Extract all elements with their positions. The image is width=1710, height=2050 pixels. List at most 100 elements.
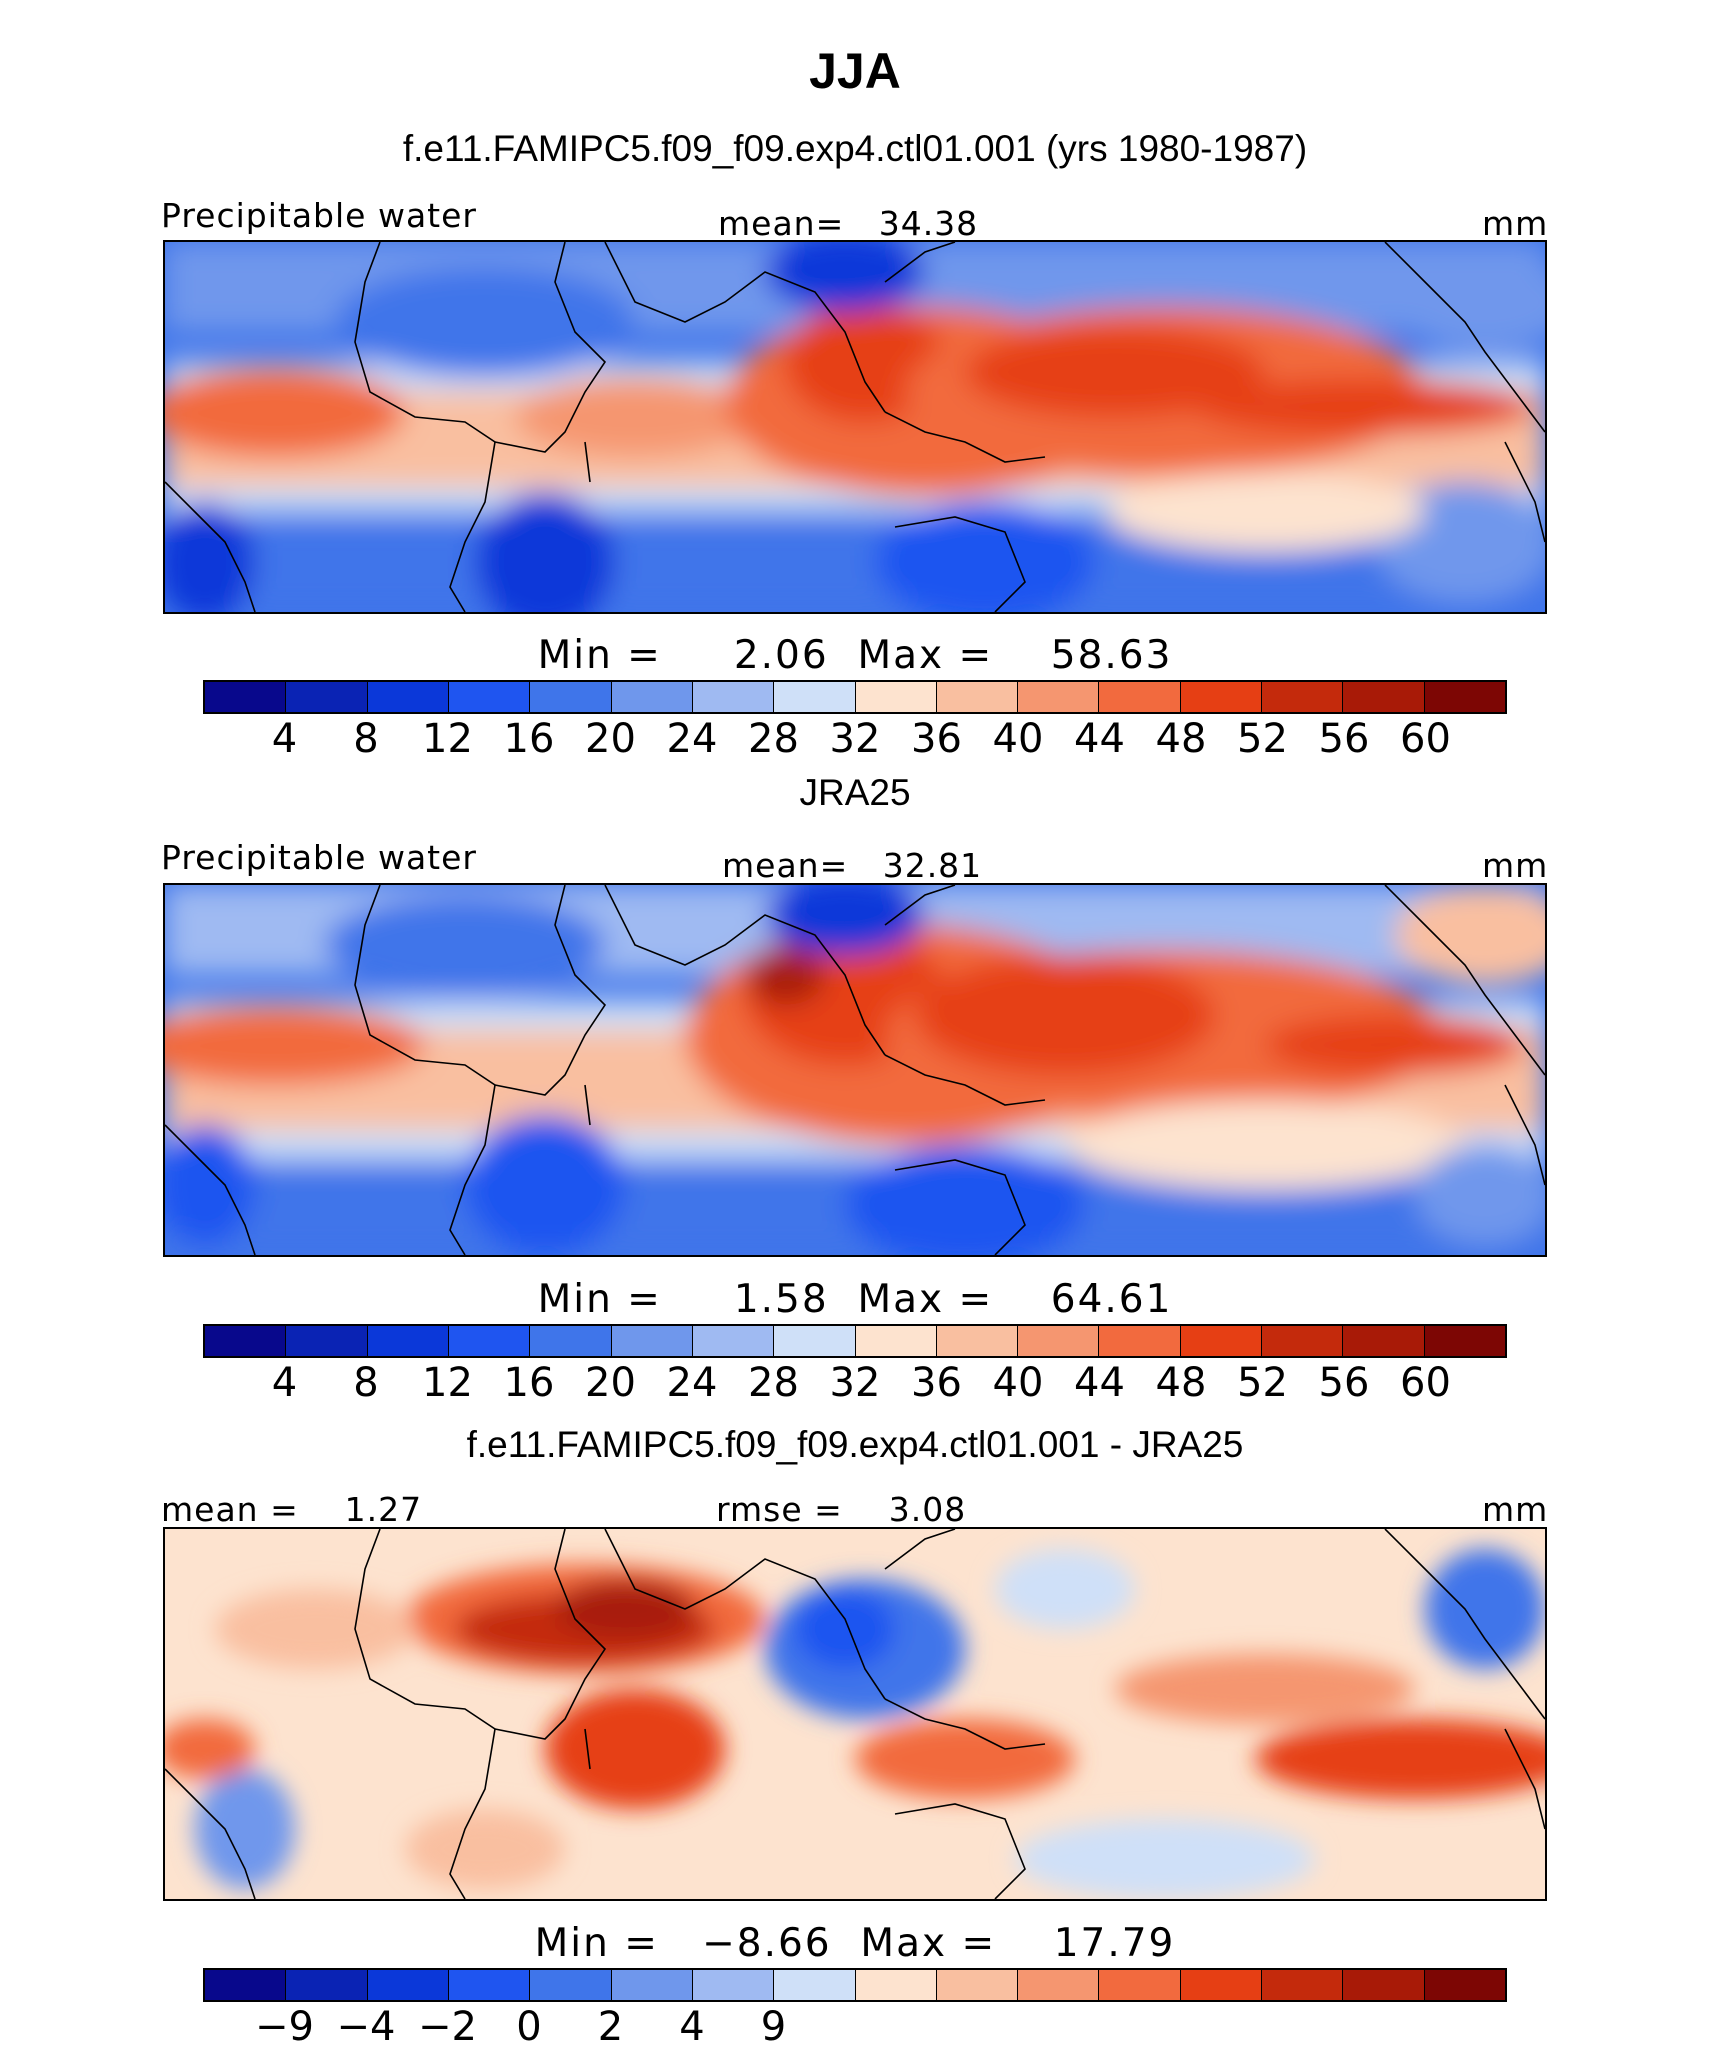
colorbar-swatch (692, 682, 775, 712)
panel-2-coastlines (165, 885, 1545, 1255)
colorbar-tick-label: 20 (585, 1360, 636, 1406)
colorbar-swatch (936, 1326, 1019, 1356)
colorbar-tick-label: 56 (1318, 1360, 1370, 1406)
colorbar-swatch (530, 1970, 612, 2000)
colorbar-swatch (367, 682, 449, 712)
panel-1-colorbar (203, 680, 1507, 714)
colorbar-swatch (1262, 1970, 1344, 2000)
colorbar-swatch (855, 1326, 937, 1356)
colorbar-tick-label: 48 (1155, 1360, 1207, 1406)
colorbar-swatch (774, 682, 856, 712)
colorbar-swatch (855, 1970, 937, 2000)
colorbar-tick-label: 28 (748, 1360, 799, 1406)
colorbar-swatch (611, 1326, 693, 1356)
colorbar-swatch (1099, 1326, 1181, 1356)
colorbar-swatch (1018, 1326, 1100, 1356)
colorbar-swatch (611, 1970, 693, 2000)
colorbar-swatch (448, 1326, 531, 1356)
panel-3-mean-label: mean = 1.27 (161, 1490, 423, 1529)
panel-3-colorbar-ticks: −9 −4 −2 0 2 4 9 (203, 2004, 1507, 2050)
colorbar-tick-label: 4 (679, 2004, 705, 2050)
panel-3-title: f.e11.FAMIPC5.f09_f09.exp4.ctl01.001 - J… (466, 1424, 1244, 1465)
colorbar-swatch (855, 682, 937, 712)
panel-2-map-svg (165, 885, 1545, 1255)
panel-1-colorbar-ticks: 4 8 12 16 20 24 28 32 36 40 44 48 52 56 60 (203, 716, 1507, 762)
panel-1-minmax: Min = 2.06 Max = 58.63 (537, 633, 1173, 678)
panel-2-minmax: Min = 1.58 Max = 64.61 (537, 1277, 1173, 1322)
colorbar-swatch (1180, 1970, 1263, 2000)
colorbar-swatch (205, 1326, 287, 1356)
panel-3-minmax: Min = −8.66 Max = 17.79 (534, 1921, 1176, 1966)
colorbar-swatch (1424, 1970, 1505, 2000)
colorbar-swatch (205, 682, 287, 712)
colorbar-tick-label: 40 (992, 716, 1044, 762)
colorbar-tick-label: 44 (1074, 1360, 1125, 1406)
colorbar-tick-label: −2 (418, 2004, 477, 2050)
panel-2-map (163, 883, 1547, 1257)
panel-3-units-label: mm (1482, 1490, 1549, 1529)
colorbar-swatch (530, 682, 612, 712)
colorbar-swatch (1343, 682, 1425, 712)
colorbar-tick-label: 4 (271, 716, 298, 762)
colorbar-tick-label: 24 (666, 1360, 718, 1406)
colorbar-swatch (530, 1326, 612, 1356)
figure-title: JJA (809, 43, 901, 99)
colorbar-tick-label: 56 (1318, 716, 1370, 762)
colorbar-swatch (1180, 1326, 1263, 1356)
colorbar-swatch (692, 1970, 775, 2000)
colorbar-swatch (448, 1970, 531, 2000)
colorbar-swatch (1180, 682, 1263, 712)
colorbar-swatch (1099, 1970, 1181, 2000)
panel-1-mean-label: mean= 34.38 (718, 204, 979, 243)
colorbar-tick-label: 8 (353, 1360, 379, 1406)
colorbar-tick-label: 24 (666, 716, 718, 762)
colorbar-tick-label: 20 (585, 716, 636, 762)
colorbar-tick-label: 36 (911, 1360, 962, 1406)
panel-1-map-svg (165, 242, 1545, 612)
panel-3-colorbar (203, 1968, 1507, 2002)
panel-3-coastlines (165, 1529, 1545, 1899)
colorbar-swatch (936, 1970, 1019, 2000)
colorbar-swatch (286, 1970, 368, 2000)
colorbar-swatch (774, 1970, 856, 2000)
colorbar-tick-label: 12 (422, 1360, 473, 1406)
colorbar-swatch (1262, 1326, 1344, 1356)
panel-1-coastlines (165, 242, 1545, 612)
colorbar-tick-label: −9 (255, 2004, 314, 2050)
colorbar-tick-label: 16 (503, 716, 555, 762)
panel-3-map-svg (165, 1529, 1545, 1899)
colorbar-tick-label: 4 (271, 1360, 298, 1406)
colorbar-swatch (1424, 1326, 1505, 1356)
colorbar-swatch (448, 682, 531, 712)
colorbar-tick-label: 52 (1237, 1360, 1288, 1406)
colorbar-swatch (205, 1970, 287, 2000)
panel-2-colorbar (203, 1324, 1507, 1358)
panel-2-units-label: mm (1482, 846, 1549, 885)
colorbar-swatch (774, 1326, 856, 1356)
colorbar-tick-label: 52 (1237, 716, 1288, 762)
colorbar-swatch (692, 1326, 775, 1356)
colorbar-tick-label: 48 (1155, 716, 1207, 762)
panel-2-variable-label: Precipitable water (161, 838, 477, 877)
panel-2-colorbar-ticks: 4 8 12 16 20 24 28 32 36 40 44 48 52 56 60 (203, 1360, 1507, 1406)
colorbar-swatch (1262, 682, 1344, 712)
panel-1-title: f.e11.FAMIPC5.f09_f09.exp4.ctl01.001 (yr… (402, 128, 1308, 169)
colorbar-tick-label: 9 (760, 2004, 787, 2050)
colorbar-tick-label: 60 (1400, 716, 1451, 762)
panel-3-map (163, 1527, 1547, 1901)
colorbar-swatch (367, 1970, 449, 2000)
colorbar-swatch (286, 682, 368, 712)
panel-2-title: JRA25 (799, 772, 911, 813)
colorbar-tick-label: 44 (1074, 716, 1125, 762)
colorbar-swatch (1343, 1326, 1425, 1356)
colorbar-tick-label: 60 (1400, 1360, 1451, 1406)
colorbar-swatch (936, 682, 1019, 712)
colorbar-tick-label: 32 (829, 1360, 881, 1406)
colorbar-swatch (611, 682, 693, 712)
colorbar-swatch (286, 1326, 368, 1356)
panel-1-units-label: mm (1482, 204, 1549, 243)
colorbar-tick-label: 40 (992, 1360, 1044, 1406)
colorbar-tick-label: 0 (516, 2004, 542, 2050)
colorbar-tick-label: 2 (597, 2004, 624, 2050)
colorbar-swatch (1343, 1970, 1425, 2000)
